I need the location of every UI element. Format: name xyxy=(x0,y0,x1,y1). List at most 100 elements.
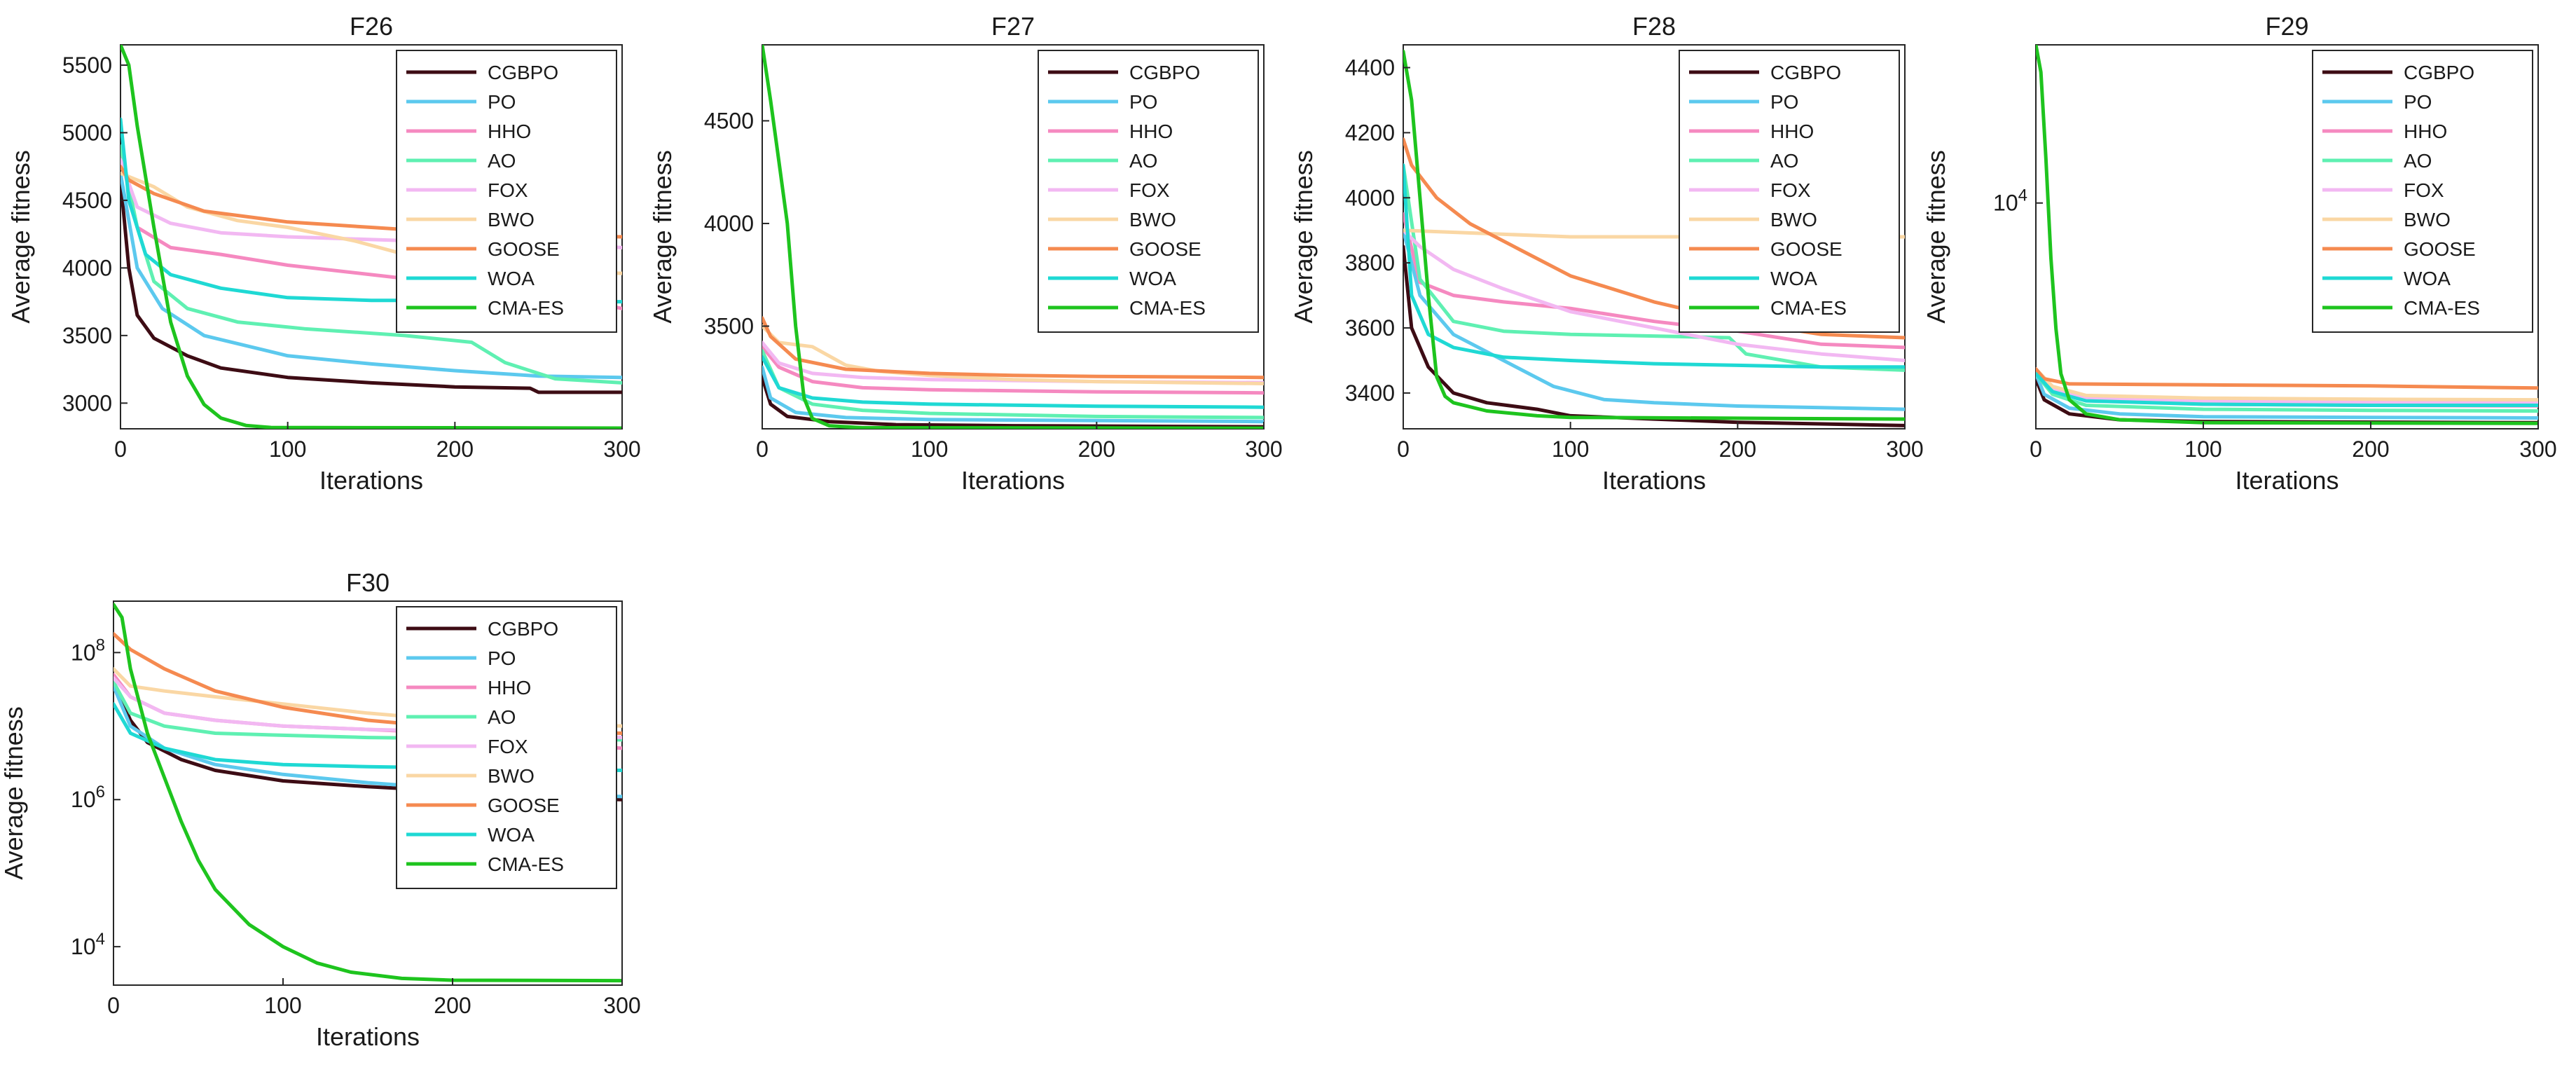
x-axis-label: Iterations xyxy=(319,466,423,495)
y-tick-label: 3800 xyxy=(1345,250,1395,275)
legend-label-hho: HHO xyxy=(1129,121,1173,142)
legend-label-hho: HHO xyxy=(2404,121,2447,142)
series-line-ao xyxy=(1403,163,1905,372)
legend-label-po: PO xyxy=(2404,91,2432,113)
legend-label-bwo: BWO xyxy=(1770,209,1817,231)
legend-label-goose: GOOSE xyxy=(488,795,560,816)
legend-label-hho: HHO xyxy=(488,677,531,699)
x-tick-label: 200 xyxy=(436,437,474,462)
legend: CGBPO PO HHO AO FOX BWO GOOSE WOA CMA-ES xyxy=(1038,50,1259,333)
x-tick-label: 200 xyxy=(2352,437,2389,462)
x-tick-label: 300 xyxy=(1245,437,1282,462)
legend-label-hho: HHO xyxy=(1770,121,1814,142)
x-tick-label: 300 xyxy=(603,993,640,1018)
legend-label-goose: GOOSE xyxy=(1129,238,1201,260)
legend: CGBPO PO HHO AO FOX BWO GOOSE WOA CMA-ES xyxy=(396,50,617,333)
series-line-woa xyxy=(1403,163,1905,369)
series-line-cma-es xyxy=(120,45,622,429)
x-tick-label: 100 xyxy=(1552,437,1589,462)
series-line-po xyxy=(762,365,1264,424)
y-axis-label: Average fitness xyxy=(1289,150,1318,323)
x-axis-label: Iterations xyxy=(1602,466,1706,495)
y-tick-label: 4200 xyxy=(1345,120,1395,145)
series-group xyxy=(762,45,1264,429)
legend-label-woa: WOA xyxy=(1129,268,1176,289)
x-axis-label: Iterations xyxy=(961,466,1065,495)
legend-label-fox: FOX xyxy=(488,179,528,201)
legend: CGBPO PO HHO AO FOX BWO GOOSE WOA CMA-ES xyxy=(2312,50,2533,333)
x-tick-label: 300 xyxy=(1886,437,1923,462)
chart-title: F27 xyxy=(991,12,1035,41)
x-tick-label: 0 xyxy=(2030,437,2042,462)
x-axis-label: Iterations xyxy=(2235,466,2339,495)
x-tick-label: 100 xyxy=(911,437,948,462)
legend-label-cma-es: CMA-ES xyxy=(1770,297,1847,319)
y-tick-label: 104 xyxy=(1993,186,2027,216)
series-line-goose xyxy=(2036,367,2538,390)
legend-label-goose: GOOSE xyxy=(488,238,560,260)
y-tick-label: 4500 xyxy=(62,188,112,213)
y-tick-label: 108 xyxy=(71,635,105,665)
series-group xyxy=(1403,49,1905,427)
chart-title: F29 xyxy=(2265,12,2308,41)
series-line-cma-es xyxy=(1403,49,1905,421)
y-axis-label: Average fitness xyxy=(648,150,677,323)
series-line-hho xyxy=(1403,212,1905,350)
legend-label-bwo: BWO xyxy=(488,209,535,231)
legend-label-po: PO xyxy=(488,91,516,113)
y-tick-label: 5500 xyxy=(62,53,112,78)
chart-panel-f28: 0 100 200 300 3400 3600 3800 4000 4200 4400 F28 Ite… xyxy=(1289,12,1924,495)
series-line-bwo xyxy=(2036,367,2538,402)
y-axis-label: Average fitness xyxy=(6,150,35,323)
legend-label-ao: AO xyxy=(1129,150,1157,172)
legend-label-woa: WOA xyxy=(2404,268,2451,289)
legend-label-fox: FOX xyxy=(1129,179,1170,201)
legend-label-bwo: BWO xyxy=(2404,209,2451,231)
series-line-po xyxy=(2036,372,2538,420)
legend-label-woa: WOA xyxy=(488,824,535,846)
x-tick-label: 0 xyxy=(1397,437,1410,462)
legend-label-po: PO xyxy=(488,647,516,669)
y-axis-label: Average fitness xyxy=(1922,150,1950,323)
x-tick-label: 0 xyxy=(114,437,127,462)
series-line-woa xyxy=(2036,372,2538,407)
legend-label-cma-es: CMA-ES xyxy=(488,297,564,319)
legend: CGBPO PO HHO AO FOX BWO GOOSE WOA CMA-ES xyxy=(1679,50,1900,333)
x-tick-label: 200 xyxy=(434,993,471,1018)
legend-label-cgbpo: CGBPO xyxy=(2404,62,2474,83)
chart-title: F28 xyxy=(1632,12,1676,41)
legend-label-fox: FOX xyxy=(1770,179,1811,201)
chart-title: F26 xyxy=(350,12,393,41)
legend-label-woa: WOA xyxy=(488,268,535,289)
x-tick-label: 200 xyxy=(1078,437,1115,462)
x-tick-label: 200 xyxy=(1719,437,1756,462)
legend-label-ao: AO xyxy=(2404,150,2432,172)
series-line-cma-es xyxy=(113,603,622,983)
y-axis-label: Average fitness xyxy=(0,706,28,879)
chart-panel-f29: 0 100 200 300 104 F29 Iterations Average fitnes… xyxy=(1922,12,2557,495)
series-line-goose xyxy=(762,316,1264,380)
y-tick-label: 5000 xyxy=(62,120,112,145)
legend-label-cma-es: CMA-ES xyxy=(1129,297,1206,319)
chart-panel-f30: 0 100 200 300 104 106 108 F30 Iterations Average … xyxy=(0,568,641,1051)
legend-label-ao: AO xyxy=(488,150,516,172)
series-line-po xyxy=(1403,228,1905,411)
y-tick-label: 4400 xyxy=(1345,55,1395,81)
legend-label-woa: WOA xyxy=(1770,268,1817,289)
legend-label-fox: FOX xyxy=(2404,179,2444,201)
chart-panel-f27: 0 100 200 300 3500 4000 4500 F27 Iterations Avera… xyxy=(648,12,1283,495)
x-tick-label: 0 xyxy=(107,993,120,1018)
legend-label-hho: HHO xyxy=(488,121,531,142)
y-tick-label: 106 xyxy=(71,783,105,812)
legend-label-cgbpo: CGBPO xyxy=(1129,62,1200,83)
x-tick-label: 300 xyxy=(603,437,640,462)
x-tick-label: 0 xyxy=(756,437,769,462)
x-tick-label: 300 xyxy=(2519,437,2556,462)
y-tick-label: 3400 xyxy=(1345,380,1395,406)
legend-label-ao: AO xyxy=(488,706,516,728)
y-tick-label: 4000 xyxy=(62,255,112,280)
legend-label-po: PO xyxy=(1770,91,1798,113)
y-tick-label: 104 xyxy=(71,930,105,959)
legend-label-cgbpo: CGBPO xyxy=(488,618,558,640)
